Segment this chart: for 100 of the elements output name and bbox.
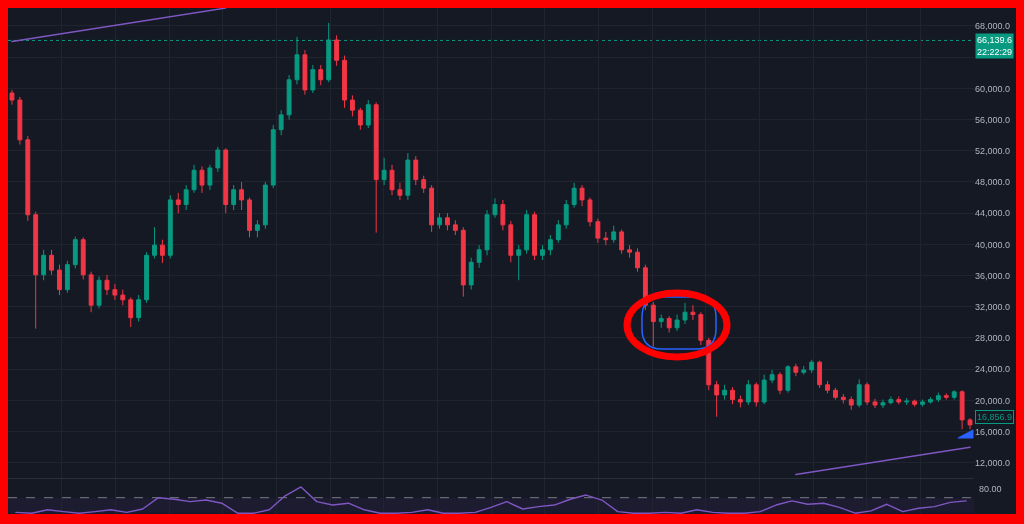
- candlestick: [888, 395, 894, 405]
- candlestick: [555, 219, 561, 244]
- candlestick: [809, 359, 815, 374]
- candlestick: [658, 314, 664, 329]
- candlestick: [801, 365, 807, 376]
- candlestick: [88, 271, 94, 313]
- candlestick: [437, 212, 442, 230]
- candlestick: [112, 283, 118, 301]
- candlestick: [745, 379, 751, 406]
- candlestick: [951, 389, 957, 401]
- candlestick: [207, 164, 213, 191]
- candlestick: [682, 302, 688, 325]
- y-tick-label: 44,000.0: [975, 208, 1011, 219]
- candlestick: [17, 96, 23, 146]
- y-tick-label: 60,000.0: [975, 83, 1011, 94]
- candlestick: [840, 393, 846, 404]
- candlestick: [405, 152, 411, 201]
- candlestick: [286, 74, 292, 121]
- candlestick: [215, 146, 221, 173]
- y-tick-label: 48,000.0: [975, 177, 1011, 188]
- candlestick: [714, 380, 720, 418]
- candlestick: [666, 315, 672, 334]
- candlestick: [223, 147, 229, 214]
- candlestick: [72, 236, 78, 270]
- y-tick-label: 20,000.0: [975, 395, 1011, 406]
- candlestick: [928, 396, 933, 404]
- candlestick: [183, 184, 189, 211]
- candlestick: [627, 244, 633, 259]
- candlestick: [120, 289, 126, 306]
- candlestick: [365, 99, 371, 129]
- candlestick: [516, 244, 522, 281]
- candlestick: [832, 387, 838, 401]
- candlestick: [373, 101, 379, 234]
- candlestick: [920, 399, 925, 408]
- candlestick: [848, 395, 854, 411]
- candlestick: [817, 360, 823, 389]
- candlestick: [357, 107, 363, 131]
- y-tick-label: 28,000.0: [975, 333, 1011, 344]
- candlestick: [587, 197, 593, 227]
- candlestick: [650, 301, 656, 348]
- candlestick: [959, 389, 965, 430]
- candlestick: [278, 109, 284, 136]
- candlestick: [856, 378, 862, 408]
- candlestick: [777, 371, 783, 395]
- y-tick-label: 36,000.0: [975, 270, 1011, 281]
- candlestick: [579, 184, 585, 207]
- candlestick: [452, 219, 458, 236]
- candlestick: [967, 417, 973, 430]
- candlestick: [722, 384, 728, 401]
- candlestick: [753, 381, 759, 408]
- candlestick: [57, 264, 62, 296]
- y-tick-label: 12,000.0: [975, 457, 1011, 468]
- candlestick: [262, 181, 268, 230]
- y-tick-label: 40,000.0: [975, 239, 1011, 250]
- candlestick: [690, 304, 696, 321]
- candlestick: [80, 236, 86, 280]
- candlestick: [595, 218, 601, 244]
- candlestick: [64, 260, 70, 294]
- candlestick: [547, 234, 553, 256]
- candlestick: [239, 181, 245, 211]
- candlestick: [270, 124, 276, 189]
- candlestick: [793, 363, 799, 377]
- candlestick: [880, 399, 886, 409]
- candlestick: [761, 374, 767, 405]
- candlestick: [524, 209, 530, 255]
- candlestick: [167, 194, 173, 259]
- y-tick-label: 68,000.0: [975, 21, 1011, 32]
- candlestick: [603, 231, 609, 246]
- candlestick: [318, 64, 324, 86]
- candlestick: [484, 209, 490, 256]
- text: 16,856.9: [977, 412, 1013, 422]
- candlestick: [619, 229, 625, 255]
- y-tick-label: 16,000.0: [975, 426, 1011, 437]
- candlestick: [429, 184, 435, 233]
- text: 80.00: [979, 484, 1002, 494]
- candlestick: [247, 197, 252, 238]
- candlestick: [199, 165, 205, 194]
- candlestick: [864, 381, 870, 406]
- candlestick: [445, 212, 450, 231]
- candlestick: [128, 296, 134, 328]
- candlestick: [896, 395, 902, 405]
- candlestick: [25, 135, 31, 222]
- candlestick: [159, 239, 165, 264]
- candlestick: [96, 275, 102, 309]
- candlestick: [737, 395, 743, 408]
- candlestick: [389, 164, 395, 196]
- candlestick: [943, 392, 949, 401]
- candlestick: [136, 294, 142, 323]
- candlestick: [611, 225, 617, 244]
- candlestick: [349, 94, 355, 117]
- candlestick: [381, 157, 387, 186]
- candlestick: [41, 249, 47, 281]
- y-tick-label: 32,000.0: [975, 301, 1011, 312]
- candlestick: [49, 249, 54, 276]
- candlestick: [540, 244, 545, 261]
- ref-line-label: 66,139.6 22:22:29: [977, 35, 1013, 57]
- candlestick: [421, 175, 427, 194]
- candlestick: [342, 55, 347, 109]
- candlestick: [532, 211, 537, 261]
- candlestick: [9, 89, 15, 106]
